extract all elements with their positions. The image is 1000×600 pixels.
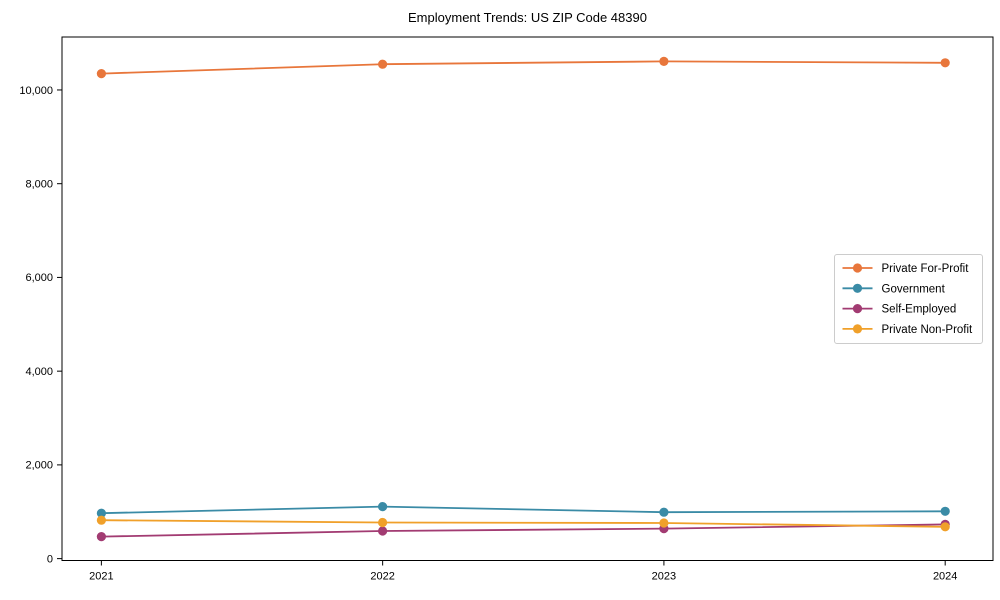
legend-box <box>834 254 983 344</box>
marker-private-for-profit <box>659 56 669 66</box>
marker-government <box>96 508 106 518</box>
marker-private-non-profit <box>96 515 106 525</box>
series-line-private-non-profit <box>101 519 946 528</box>
legend-marker-private-non-profit <box>852 324 863 334</box>
x-tick-label: 2021 <box>89 571 113 583</box>
y-tick-label: 10,000 <box>19 85 53 97</box>
legend-label-government: Government <box>882 283 946 295</box>
marker-self-employed <box>378 526 388 536</box>
legend-label-private-non-profit: Private Non-Profit <box>882 324 974 336</box>
marker-private-non-profit <box>378 517 388 528</box>
marker-private-non-profit <box>940 522 950 532</box>
y-tick-label: 4,000 <box>25 366 53 378</box>
legend-label-private-for-profit: Private For-Profit <box>882 263 970 275</box>
marker-government <box>659 507 669 517</box>
marker-private-for-profit <box>378 59 388 69</box>
x-tick-label: 2024 <box>933 571 957 583</box>
y-tick-label: 8,000 <box>25 178 53 190</box>
marker-private-for-profit <box>96 69 106 79</box>
legend-marker-private-for-profit <box>852 263 863 273</box>
y-tick-label: 6,000 <box>25 272 53 284</box>
legend-label-self-employed: Self-Employed <box>882 304 957 316</box>
legend-marker-self-employed <box>852 304 863 314</box>
x-tick-label: 2022 <box>370 571 394 583</box>
marker-government <box>940 506 950 516</box>
y-tick-label: 2,000 <box>25 460 53 472</box>
legend-marker-government <box>852 283 863 293</box>
marker-private-non-profit <box>659 518 669 528</box>
x-tick-label: 2023 <box>652 571 676 583</box>
y-tick-label: 0 <box>47 553 53 565</box>
series-line-private-for-profit <box>101 60 946 75</box>
series-line-self-employed <box>101 523 946 538</box>
marker-private-for-profit <box>940 58 950 68</box>
plot-border <box>61 36 994 561</box>
marker-government <box>378 502 388 512</box>
series-line-government <box>101 505 946 515</box>
marker-self-employed <box>96 532 106 542</box>
chart-title: Employment Trends: US ZIP Code 48390 <box>408 10 647 25</box>
